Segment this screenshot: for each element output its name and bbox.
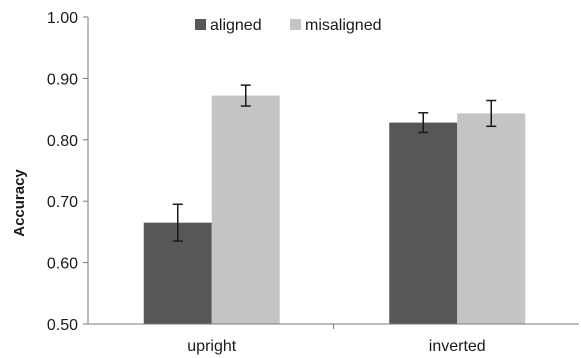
bars [143,95,526,324]
legend: aligned misaligned [195,17,381,34]
bar-misaligned-inverted [457,113,526,324]
y-tick-label: 0.90 [47,71,78,88]
legend-swatch-aligned [195,19,206,30]
y-tick-label: 0.50 [47,317,78,334]
bar-misaligned-upright [211,95,280,324]
axes [87,17,579,329]
y-axis-title: Accuracy [11,169,28,237]
y-tick-label: 0.60 [47,256,78,273]
x-category-label: upright [187,338,236,355]
y-axis-ticks: 0.50 0.60 0.70 0.80 0.90 1.00 [47,10,88,334]
y-tick-label: 0.70 [47,194,78,211]
bar-aligned-inverted [389,122,458,324]
legend-label-misaligned: misaligned [305,17,381,34]
y-tick-label: 1.00 [47,10,78,27]
legend-swatch-misaligned [290,19,301,30]
x-category-label: inverted [429,338,486,355]
y-tick-label: 0.80 [47,133,78,150]
x-axis-categories: upright inverted [187,338,485,355]
legend-label-aligned: aligned [210,17,262,34]
error-bars [172,84,497,242]
